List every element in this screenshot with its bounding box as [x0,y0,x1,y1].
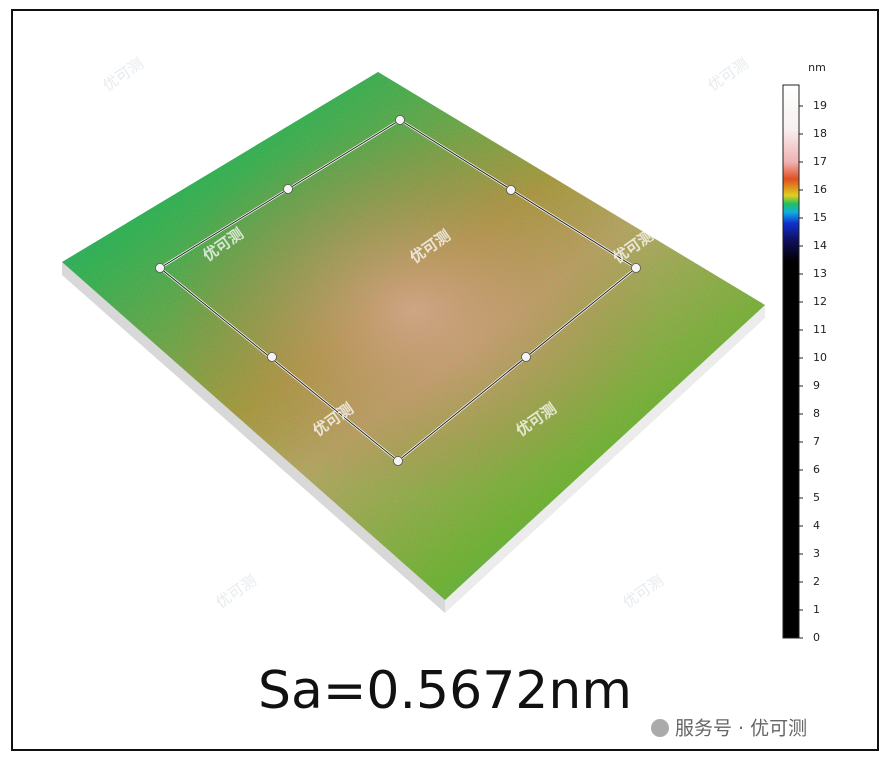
colorbar-tick-label: 8 [813,407,820,420]
colorbar-tick-label: 3 [813,547,820,560]
colorbar-unit: nm [808,61,826,74]
colorbar-tick-label: 9 [813,379,820,392]
footer: 服务号 · 优可测 [651,718,807,740]
side-face [62,262,445,613]
colorbar-tick-label: 11 [813,323,827,336]
footer-icon [651,719,669,737]
colorbar-tick-label: 1 [813,603,820,616]
colorbar-tick-label: 4 [813,519,820,532]
side-face [445,305,765,613]
colorbar-tick-label: 13 [813,267,827,280]
colorbar-tick-label: 12 [813,295,827,308]
colorbar-tick-label: 10 [813,351,827,364]
colorbar-tick-label: 0 [813,631,820,644]
colorbar-tick-label: 16 [813,183,827,196]
colorbar-tick-label: 14 [813,239,827,252]
colorbar-tick-label: 2 [813,575,820,588]
colorbar-tick-label: 7 [813,435,820,448]
footer-text: 服务号 · 优可测 [675,718,807,740]
colorbar-tick-label: 18 [813,127,827,140]
surface-plot: 优可测 优可测 优可测 优可测 优可测 优可测 优可测 优可测 优可测 [62,54,765,613]
colorbar-tick-label: 6 [813,463,820,476]
surface-highlight [62,72,765,600]
colorbar-tick-label: 5 [813,491,820,504]
colorbar-tick-label: 15 [813,211,827,224]
colorbar-tick-label: 19 [813,99,827,112]
colorbar-tick-label: 17 [813,155,827,168]
roi-handles [155,115,641,466]
colorbar-gradient [782,84,800,639]
caption: Sa=0.5672nm [258,661,632,721]
